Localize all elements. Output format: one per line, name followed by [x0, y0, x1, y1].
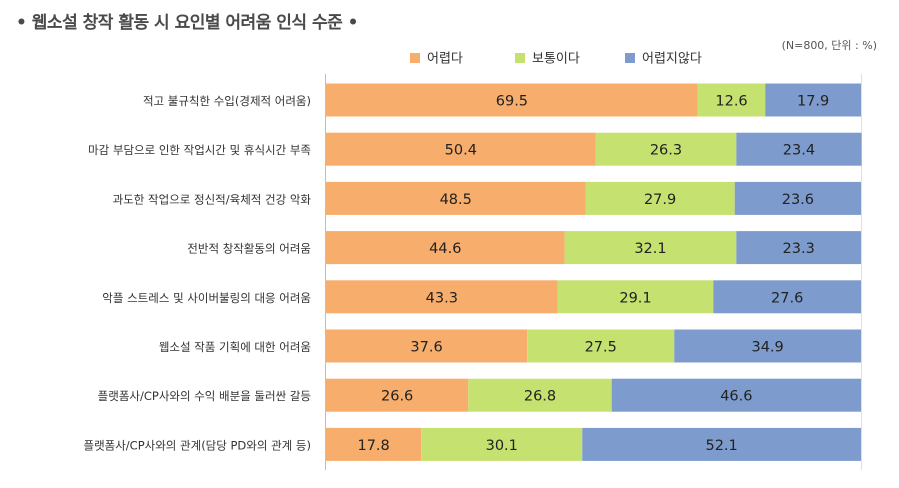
- data-label-1-series-3: 17.9: [797, 94, 829, 110]
- bar-4-series-3: [736, 231, 862, 265]
- bar-6-series-3: [674, 329, 861, 363]
- category-label-1: 적고 불규칙한 수입(경제적 어려움): [143, 94, 311, 108]
- bar-4-series-1: [326, 231, 565, 265]
- data-label-4-series-3: 23.3: [783, 241, 815, 257]
- category-label-3: 과도한 작업으로 정신적/육체적 건강 악화: [113, 192, 312, 206]
- bar-7-series-1: [326, 378, 469, 412]
- legend-label-3: 어렵지않다: [642, 52, 702, 67]
- data-label-2-series-3: 23.4: [783, 143, 815, 159]
- data-label-5-series-3: 27.6: [771, 290, 803, 306]
- data-label-3-series-3: 23.6: [782, 192, 814, 208]
- data-label-3-series-2: 27.9: [644, 192, 676, 208]
- data-label-4-series-1: 44.6: [429, 241, 461, 257]
- bar-2-series-2: [595, 132, 737, 166]
- bar-6-series-1: [326, 329, 528, 363]
- bar-3-series-2: [585, 181, 735, 215]
- bar-3-series-3: [734, 181, 861, 215]
- data-label-4-series-2: 32.1: [634, 241, 666, 257]
- data-label-5-series-2: 29.1: [619, 290, 651, 306]
- legend-swatch-1: [410, 53, 420, 63]
- data-label-2-series-1: 50.4: [445, 143, 477, 159]
- category-label-6: 웹소설 작품 기획에 대한 어려움: [159, 340, 311, 354]
- chart-note: (N=800, 단위 : %): [781, 39, 877, 52]
- data-label-3-series-1: 48.5: [440, 192, 472, 208]
- bar-5-series-3: [713, 280, 861, 314]
- bar-8-series-3: [582, 427, 862, 461]
- data-label-7-series-1: 26.6: [381, 389, 413, 405]
- data-label-8-series-2: 30.1: [486, 438, 518, 454]
- bar-2-series-3: [736, 132, 862, 166]
- data-label-6-series-3: 34.9: [751, 340, 783, 356]
- bar-1-series-3: [765, 83, 861, 117]
- data-label-7-series-3: 46.6: [720, 389, 752, 405]
- legend-swatch-2: [515, 53, 525, 63]
- data-label-5-series-1: 43.3: [426, 290, 458, 306]
- bar-7-series-3: [611, 378, 861, 412]
- bar-4-series-2: [564, 231, 737, 265]
- data-label-8-series-3: 52.1: [705, 438, 737, 454]
- bar-2-series-1: [326, 132, 596, 166]
- bar-7-series-2: [468, 378, 612, 412]
- data-label-8-series-1: 17.8: [357, 438, 389, 454]
- data-label-1-series-2: 12.6: [715, 94, 747, 110]
- bar-1-series-1: [326, 83, 698, 117]
- data-label-2-series-2: 26.3: [650, 143, 682, 159]
- bar-5-series-1: [326, 280, 558, 314]
- legend-label-1: 어렵다: [427, 52, 463, 67]
- category-label-7: 플랫폼사/CP사와의 수익 배분을 둘러싼 갈등: [98, 389, 311, 403]
- data-label-6-series-1: 37.6: [410, 340, 442, 356]
- legend-label-2: 보통이다: [532, 52, 580, 67]
- category-label-4: 전반적 창작활동의 어려움: [187, 242, 311, 256]
- data-label-7-series-2: 26.8: [524, 389, 556, 405]
- category-label-2: 마감 부담으로 인한 작업시간 및 휴식시간 부족: [88, 143, 311, 157]
- bar-3-series-1: [326, 181, 586, 215]
- data-label-1-series-1: 69.5: [496, 94, 528, 110]
- bar-8-series-1: [326, 427, 422, 461]
- legend-swatch-3: [625, 53, 635, 63]
- category-label-8: 플랫폼사/CP사와의 관계(담당 PD와의 관계 등): [83, 438, 311, 452]
- bar-5-series-2: [557, 280, 714, 314]
- bar-6-series-2: [527, 329, 675, 363]
- bar-1-series-2: [697, 83, 766, 117]
- data-label-6-series-2: 27.5: [585, 340, 617, 356]
- chart-title: • 웹소설 창작 활동 시 요인별 어려움 인식 수준 •: [16, 13, 359, 33]
- category-label-5: 악플 스트레스 및 사이버불링의 대응 어려움: [102, 291, 311, 305]
- bar-8-series-2: [421, 427, 583, 461]
